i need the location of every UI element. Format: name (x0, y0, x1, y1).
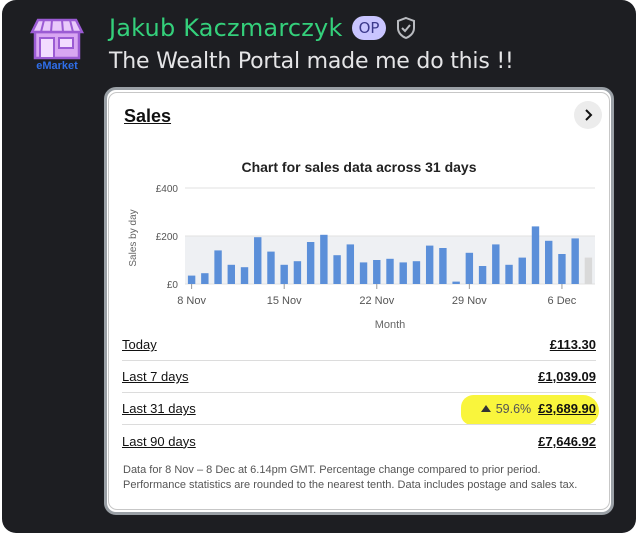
chart-bar[interactable] (399, 262, 407, 284)
chart-bar[interactable] (492, 244, 500, 284)
chart-bar[interactable] (478, 266, 487, 284)
message-text: The Wealth Portal made me do this !! (109, 49, 514, 74)
row-last-7-days[interactable]: Last 7 days £1,039.09 (122, 361, 596, 393)
chart-bar[interactable] (359, 262, 368, 284)
row-value-today[interactable]: £113.30 (549, 337, 596, 352)
chart-bar[interactable] (571, 238, 579, 284)
chart-bar[interactable] (584, 257, 593, 284)
chart-bar[interactable] (187, 275, 196, 284)
percent-change: 59.6% (480, 401, 532, 416)
row-value-last-7-days[interactable]: £1,039.09 (538, 369, 596, 384)
author-line: Jakub Kaczmarczyk OP (109, 14, 417, 42)
row-last-90-days[interactable]: Last 90 days £7,646.92 (122, 425, 596, 457)
chart-bar[interactable] (518, 257, 526, 284)
shield-check-icon (397, 16, 416, 40)
chart-bar[interactable] (373, 260, 381, 284)
chart-bar[interactable] (267, 251, 275, 284)
chart-bar[interactable] (214, 250, 222, 284)
chart-bar[interactable] (293, 261, 302, 284)
chart-bar[interactable] (465, 252, 474, 284)
row-today[interactable]: Today £113.30 (122, 329, 596, 361)
row-last-31-days[interactable]: Last 31 days 59.6% £3,689.90 (122, 393, 596, 425)
chart-ytick-label: £0 (167, 280, 179, 291)
card-title[interactable]: Sales (124, 106, 172, 126)
chart-bar[interactable] (227, 264, 235, 284)
row-label-last-90-days[interactable]: Last 90 days (122, 433, 196, 449)
chart-bar[interactable] (333, 255, 341, 284)
row-label-last-7-days[interactable]: Last 7 days (122, 369, 189, 384)
chevron-right-icon (585, 109, 593, 121)
chart-bar[interactable] (505, 264, 513, 284)
chart-bar[interactable] (254, 237, 262, 284)
op-badge: OP (351, 16, 387, 40)
chevron-right-button[interactable] (574, 101, 602, 129)
chart-bar[interactable] (320, 234, 328, 284)
chart-bar[interactable] (201, 273, 209, 284)
chart-bar[interactable] (425, 245, 434, 284)
chart-bar[interactable] (439, 248, 447, 284)
chart-bar[interactable] (346, 244, 355, 284)
row-label-last-31-days[interactable]: Last 31 days (122, 401, 196, 416)
footnote: Data for 8 Nov – 8 Dec at 6.14pm GMT. Pe… (123, 464, 578, 491)
sales-chart: Chart for sales data across 31 days Sale… (128, 159, 595, 328)
chart-xtick-label: 8 Nov (177, 295, 206, 307)
sales-summary-list: Today £113.30 Last 7 days £1,039.09 Last… (122, 329, 596, 457)
triangle-up-icon (480, 405, 491, 412)
chart-xtick-label: 22 Nov (359, 295, 394, 307)
author-name[interactable]: Jakub Kaczmarczyk (109, 14, 343, 42)
chart-bar[interactable] (280, 264, 288, 284)
chart-ytick-label: £400 (156, 184, 179, 195)
chart-ylabel: Sales by day (128, 209, 139, 266)
chart-bar[interactable] (306, 242, 315, 284)
chart-bar[interactable] (558, 254, 566, 284)
chart-xtick-label: 29 Nov (452, 295, 487, 307)
store-avatar-icon[interactable]: eMarket (29, 14, 85, 72)
chart-bar[interactable] (386, 258, 394, 284)
row-label-today[interactable]: Today (122, 337, 157, 352)
row-value-last-31-days[interactable]: £3,689.90 (538, 401, 596, 416)
chart-xlabel: Month (375, 319, 406, 328)
percent-change-value: 59.6% (495, 401, 532, 416)
avatar-text: eMarket (36, 60, 78, 72)
chart-ytick-label: £200 (156, 232, 179, 243)
chart-bar[interactable] (531, 226, 540, 284)
sales-card[interactable]: Sales Chart for sales data across 31 day… (108, 92, 610, 510)
chart-bar[interactable] (412, 261, 421, 284)
chart-bar[interactable] (452, 281, 460, 284)
chart-bar[interactable] (240, 267, 249, 284)
chart-xtick-label: 15 Nov (267, 295, 302, 307)
row-value-last-90-days[interactable]: £7,646.92 (538, 433, 596, 449)
chart-bar[interactable] (545, 240, 553, 284)
chart-title: Chart for sales data across 31 days (241, 159, 476, 175)
chart-xtick-label: 6 Dec (548, 295, 577, 307)
